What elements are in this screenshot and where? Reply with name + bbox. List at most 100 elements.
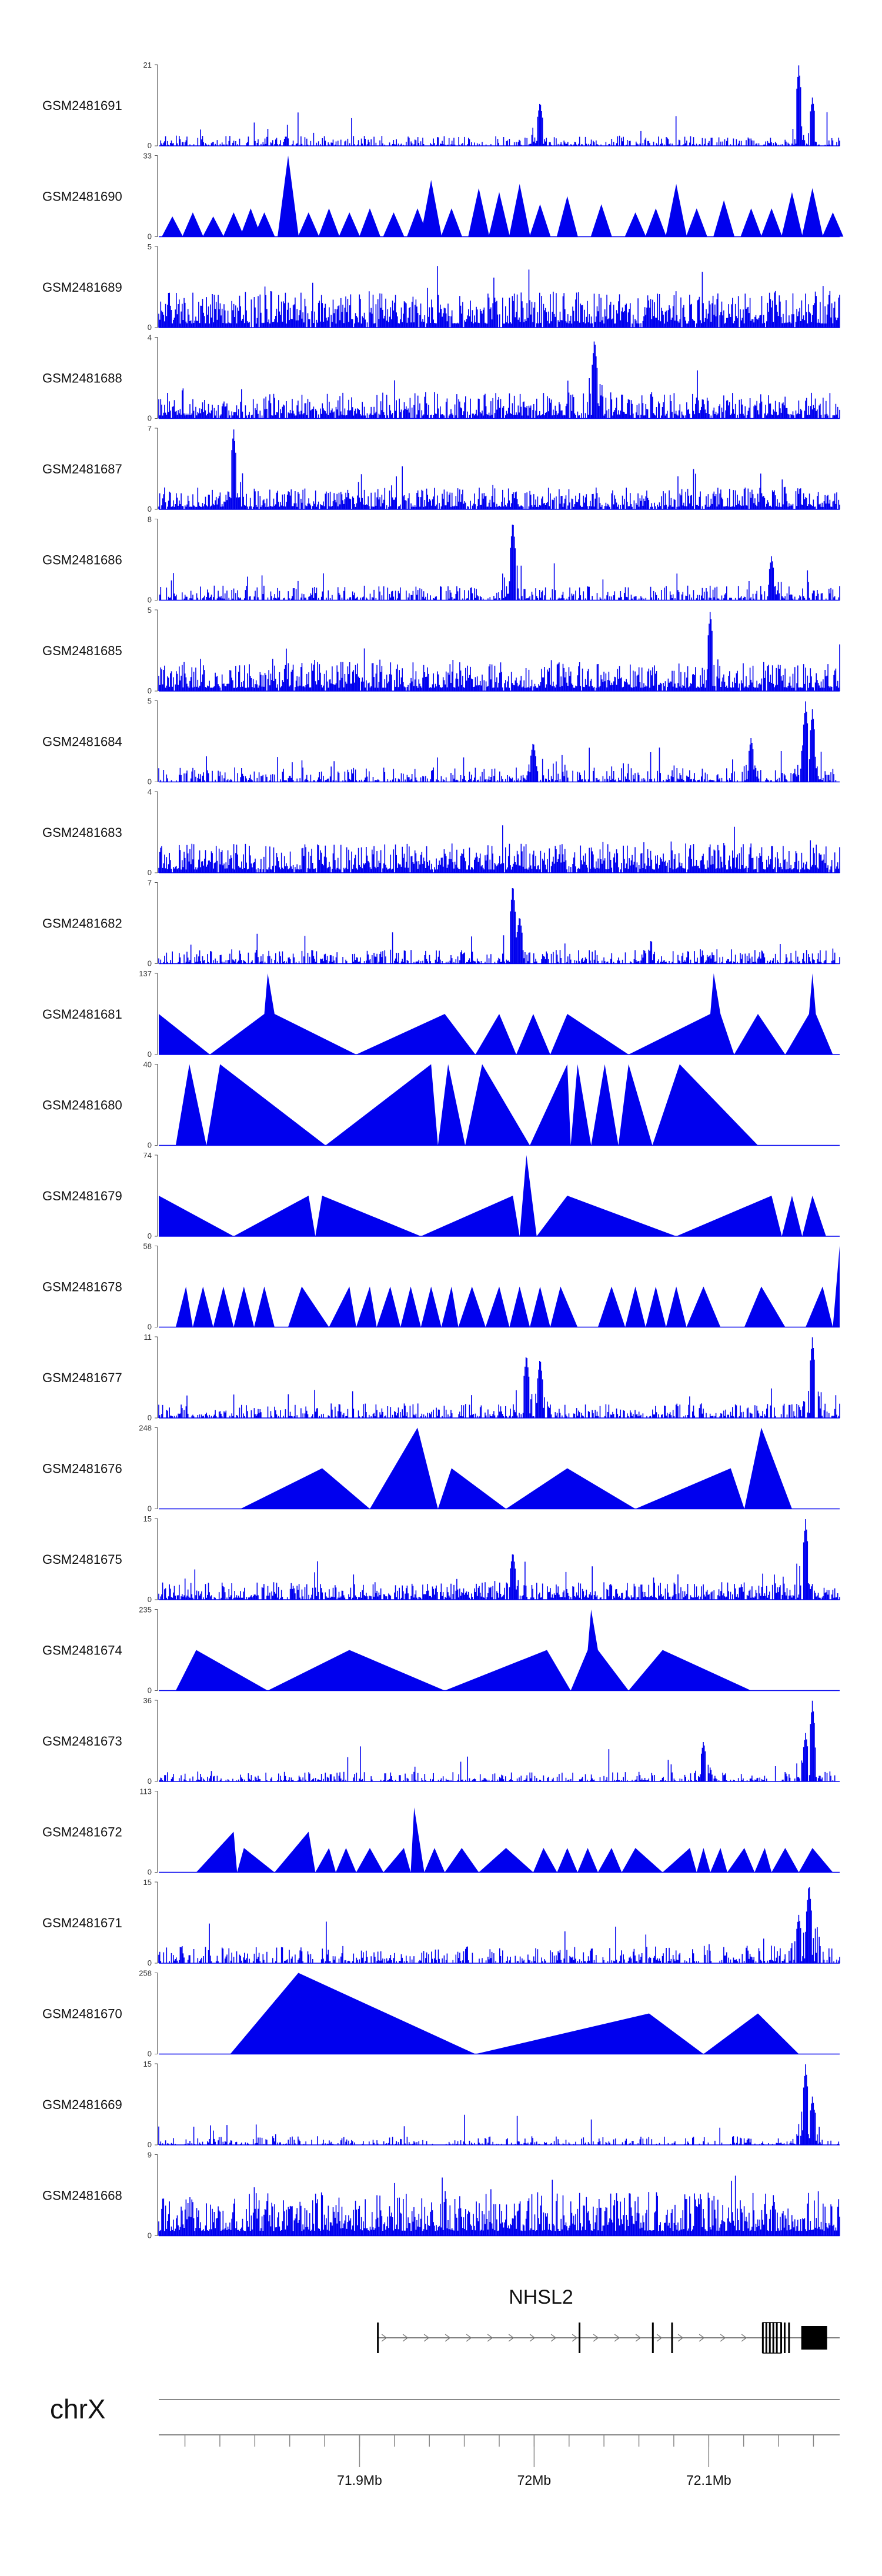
coverage-bars (158, 1519, 840, 1600)
track-label: GSM2481691 (42, 98, 122, 113)
track-label: GSM2481674 (42, 1643, 122, 1658)
track-GSM2481671: GSM2481671 15 0 (42, 1878, 840, 1967)
y-axis-min-label: 0 (148, 868, 152, 877)
y-axis-min-label: 0 (148, 1958, 152, 1967)
coverage-tracks: GSM2481691210GSM2481690330GSM248168950GS… (42, 61, 844, 2240)
y-axis-max-label: 235 (139, 1606, 152, 1614)
y-axis-min-label: 0 (148, 1595, 152, 1604)
y-axis-min-label: 0 (148, 1868, 152, 1877)
strand-arrow (402, 2334, 409, 2342)
genome-axis-track: chrX 71.9Mb 72Mb 72.1Mb (50, 2394, 840, 2488)
track-GSM2481681: GSM2481681 137 0 (42, 969, 840, 1059)
track-label: GSM2481680 (42, 1098, 122, 1113)
track-GSM2481670: GSM2481670 258 0 (42, 1969, 840, 2058)
track-GSM2481674: GSM2481674 235 0 (42, 1606, 840, 1695)
track-label: GSM2481671 (42, 1916, 122, 1930)
strand-arrow (508, 2334, 514, 2342)
coverage-bars (158, 888, 840, 964)
track-GSM2481682: GSM2481682 7 0 (42, 879, 840, 968)
coverage-area (230, 1973, 799, 2054)
coverage-peak (556, 196, 578, 237)
y-axis-max-label: 15 (143, 1878, 152, 1887)
coverage-peak (359, 208, 380, 237)
strand-arrow (487, 2334, 493, 2342)
coverage-peak (801, 188, 823, 237)
strand-arrow (550, 2334, 557, 2342)
coverage-peak (624, 212, 646, 237)
y-axis-max-label: 5 (148, 697, 152, 706)
coverage-peak (740, 208, 762, 237)
strand-arrow (699, 2334, 705, 2342)
gene-exon (652, 2323, 654, 2353)
y-axis-min-label: 0 (148, 2140, 152, 2149)
y-axis-min-label: 0 (148, 959, 152, 968)
gene-exon (783, 2323, 786, 2353)
y-axis-min-label: 0 (148, 1413, 152, 1422)
track-label: GSM2481677 (42, 1370, 122, 1385)
track-label: GSM2481670 (42, 2007, 122, 2021)
strand-arrow (572, 2334, 578, 2342)
coverage-bars (158, 1337, 840, 1418)
track-label: GSM2481675 (42, 1552, 122, 1567)
coverage-area (240, 1427, 792, 1509)
track-GSM2481679: GSM2481679 74 0 (42, 1151, 840, 1240)
coverage-bars (158, 825, 840, 873)
y-axis-min-label: 0 (148, 1323, 152, 1332)
gene-exon (769, 2323, 771, 2353)
track-GSM2481687: GSM2481687 7 0 (42, 424, 840, 513)
coverage-peak (761, 208, 783, 237)
strand-arrow (445, 2334, 451, 2342)
chromosome-label: chrX (50, 2394, 106, 2424)
y-axis-max-label: 137 (139, 969, 152, 978)
y-axis-max-label: 58 (143, 1242, 152, 1251)
y-axis-min-label: 0 (148, 232, 152, 241)
track-GSM2481668: GSM2481668 9 0 (42, 2151, 840, 2240)
y-axis-min-label: 0 (148, 1504, 152, 1513)
track-GSM2481680: GSM2481680 40 0 (42, 1060, 840, 1150)
gene-exon (377, 2323, 379, 2353)
track-GSM2481678: GSM2481678 58 0 (42, 1242, 840, 1332)
track-GSM2481673: GSM2481673 36 0 (42, 1696, 840, 1786)
y-axis-min-label: 0 (148, 141, 152, 150)
coverage-peak (781, 192, 803, 237)
y-axis-max-label: 15 (143, 1514, 152, 1523)
coverage-peak (489, 192, 510, 237)
gene-exon-cluster (762, 2322, 782, 2354)
y-axis-max-label: 4 (148, 788, 152, 796)
strand-arrow (656, 2334, 663, 2342)
strand-arrow (593, 2334, 599, 2342)
coverage-peak (278, 155, 299, 237)
track-label: GSM2481683 (42, 825, 122, 840)
coverage-peak (318, 208, 340, 237)
track-GSM2481672: GSM2481672 113 0 (42, 1787, 840, 1877)
coverage-bars (159, 525, 840, 600)
coverage-peak (645, 208, 667, 237)
y-axis-max-label: 74 (143, 1151, 152, 1160)
track-GSM2481683: GSM2481683 4 0 (42, 788, 840, 877)
y-axis-min-label: 0 (148, 505, 152, 513)
track-label: GSM2481672 (42, 1825, 122, 1840)
y-axis-min-label: 0 (148, 1141, 152, 1150)
coverage-area (159, 1155, 826, 1236)
coverage-bars (158, 2175, 840, 2236)
coverage-peak (468, 188, 490, 237)
y-axis-min-label: 0 (148, 1686, 152, 1695)
track-label: GSM2481687 (42, 462, 122, 476)
coverage-peak (182, 212, 203, 237)
coverage-bars (158, 612, 840, 691)
y-axis-max-label: 113 (139, 1787, 152, 1796)
y-axis-max-label: 15 (143, 2060, 152, 2068)
coverage-peak (666, 183, 687, 237)
coverage-area (175, 1064, 758, 1146)
gene-annotation-track: NHSL2 (377, 2286, 840, 2354)
track-label: GSM2481685 (42, 643, 122, 658)
axis-tick-label: 71.9Mb (337, 2472, 382, 2488)
coverage-bars (158, 1887, 840, 1963)
y-axis-min-label: 0 (148, 323, 152, 332)
coverage-area (159, 973, 833, 1055)
y-axis-min-label: 0 (148, 2050, 152, 2058)
y-axis-max-label: 7 (148, 424, 152, 433)
track-GSM2481686: GSM2481686 8 0 (42, 515, 840, 605)
track-GSM2481677: GSM2481677 11 0 (42, 1333, 840, 1422)
